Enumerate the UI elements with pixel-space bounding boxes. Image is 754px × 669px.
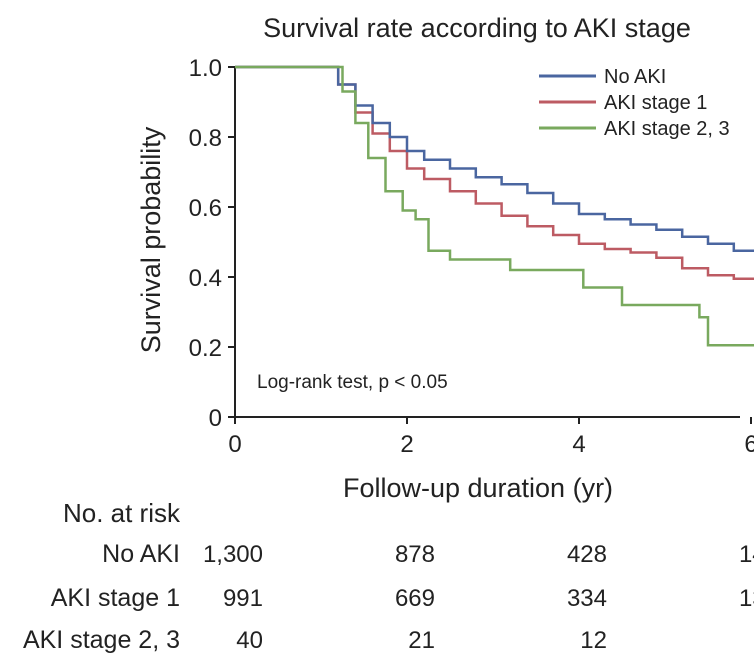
- legend-label-aki-stage-1: AKI stage 1: [604, 92, 707, 114]
- series-line-no-aki: [235, 65, 754, 253]
- x-tick-label: 6: [744, 431, 754, 458]
- risk-value: 428: [567, 541, 607, 568]
- risk-value: 1,300: [203, 541, 263, 568]
- y-tick-label: 0.8: [189, 125, 222, 152]
- risk-value: 146: [739, 541, 754, 568]
- risk-value: 21: [408, 627, 435, 654]
- series-line-aki-stage-2-3: [235, 65, 754, 347]
- risk-value: 669: [395, 585, 435, 612]
- legend-label-no-aki: No AKI: [604, 66, 666, 88]
- y-tick-label: 0: [209, 405, 222, 432]
- x-tick-label: 0: [228, 431, 241, 458]
- y-axis-label: Survival probability: [136, 126, 166, 353]
- chart-title: Survival rate according to AKI stage: [263, 13, 691, 43]
- x-tick-label: 2: [400, 431, 413, 458]
- x-tick-label: 4: [572, 431, 585, 458]
- risk-value: 132: [739, 585, 754, 612]
- x-axis-label: Follow-up duration (yr): [343, 473, 613, 503]
- series-line-aki-stage-1: [235, 65, 754, 281]
- risk-value: 334: [567, 585, 607, 612]
- risk-row-label: No AKI: [102, 540, 180, 568]
- risk-value: 991: [223, 585, 263, 612]
- legend: No AKI AKI stage 1 AKI stage 2, 3: [539, 66, 730, 140]
- y-tick-label: 0.4: [189, 265, 222, 292]
- log-rank-annotation: Log-rank test, p < 0.05: [257, 372, 448, 393]
- plot-area: 00.20.40.60.81.00246810: [189, 55, 754, 458]
- risk-value: 40: [236, 627, 263, 654]
- risk-row-label: AKI stage 2, 3: [23, 626, 180, 654]
- risk-table-header: No. at risk: [63, 498, 181, 528]
- risk-row-label: AKI stage 1: [51, 584, 180, 612]
- y-tick-label: 1.0: [189, 55, 222, 82]
- y-tick-label: 0.6: [189, 195, 222, 222]
- legend-label-aki-stage-2-3: AKI stage 2, 3: [604, 118, 730, 140]
- risk-value: 12: [580, 627, 607, 654]
- risk-value: 878: [395, 541, 435, 568]
- y-tick-label: 0.2: [189, 335, 222, 362]
